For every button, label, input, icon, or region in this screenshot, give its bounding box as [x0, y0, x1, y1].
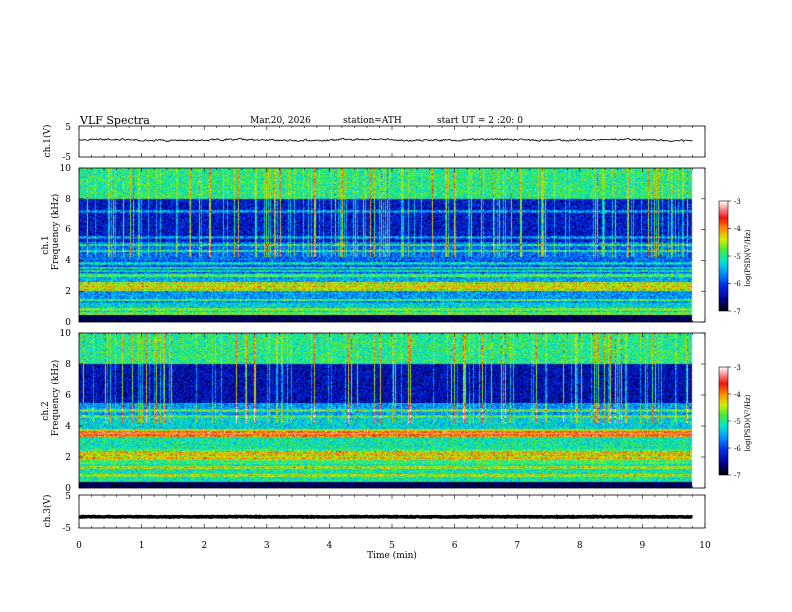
figure-date: Mar.20, 2026	[250, 116, 311, 126]
ch3-waveform-trace	[78, 514, 693, 520]
ch2-ytick-6: 6	[65, 391, 71, 401]
ch3-ytick-bottom: -5	[62, 524, 71, 534]
ch2-spectrogram-image	[79, 333, 705, 488]
time-axis-tick-label-8: 8	[577, 541, 583, 551]
ch2-colorbar-label: log(PSD)(V²/Hz)	[744, 394, 752, 451]
ch1-spectrogram-channel-label: ch.1	[41, 235, 51, 254]
time-axis-tick-label-4: 4	[327, 541, 333, 551]
time-axis-tick-label-10: 10	[699, 541, 711, 551]
ch2-ytick-0: 0	[65, 484, 71, 494]
ch3-waveform-panel: 5 -5 ch.3(V) 0 1 2 3 4 5 6 7 8 9 10 Time (min)	[42, 492, 711, 561]
ch1-ytick-top: 5	[65, 123, 71, 133]
ch1-ytick-4: 4	[65, 256, 71, 266]
time-axis-label: Time (min)	[367, 550, 417, 561]
ch1-spectrogram-image	[79, 168, 705, 322]
ch2-ytick-10: 10	[60, 329, 72, 339]
figure-start-ut: start UT = 2 :20: 0	[437, 116, 523, 126]
ch2-spectrogram-ticks	[78, 332, 706, 489]
ch2-ytick-2: 2	[65, 453, 71, 463]
time-axis-tick-label-5: 5	[389, 541, 395, 551]
ch1-ytick-0: 0	[65, 318, 71, 328]
ch1-colorbar-holder	[719, 201, 728, 311]
ch1-colorbar-tick-m7: -7	[734, 308, 741, 316]
ch2-colorbar-tick-m6: -6	[734, 445, 741, 453]
ch1-colorbar-tick-m5: -5	[734, 253, 741, 261]
ch1-colorbar-tick-m4: -4	[734, 225, 741, 233]
ch3-waveform-ylabel: ch.3(V)	[42, 495, 53, 528]
time-axis-tick-label-1: 1	[139, 541, 145, 551]
ch1-colorbar-tick-m6: -6	[734, 280, 741, 288]
time-axis-tick-label-0: 0	[76, 541, 82, 551]
ch1-colorbar-label: log(PSD)(V²/Hz)	[744, 229, 752, 286]
ch3-waveform-ticks	[78, 495, 706, 528]
ch1-ytick-2: 2	[65, 287, 71, 297]
time-axis-tick-label-7: 7	[514, 541, 520, 551]
ch1-colorbar-tick-m3: -3	[734, 198, 741, 206]
ch2-spectrogram-image-holder	[79, 333, 705, 488]
ch2-colorbar-tick-m4: -4	[734, 391, 741, 399]
ch2-spectrogram-channel-label: ch.2	[41, 401, 51, 420]
ch1-waveform-panel: 5 -5 ch.1(V)	[42, 123, 706, 163]
ch1-colorbar	[719, 201, 728, 311]
ch2-colorbar-tick-m7: -7	[734, 472, 741, 480]
ch1-spectrogram-panel: 0 2 4 6 8 10 ch.1 Frequency (kHz) -3 -4 …	[41, 164, 752, 328]
ch3-ytick-top: 5	[65, 492, 71, 502]
ch1-waveform-ylabel: ch.1(V)	[42, 125, 53, 158]
ch1-ytick-6: 6	[65, 225, 71, 235]
time-axis-tick-label-6: 6	[452, 541, 458, 551]
ch2-ytick-8: 8	[65, 360, 71, 370]
ch2-colorbar-tick-m5: -5	[734, 418, 741, 426]
time-axis-tick-label-3: 3	[264, 541, 270, 551]
figure-station: station=ATH	[343, 116, 402, 126]
ch1-spectrogram-ticks	[78, 167, 706, 323]
ch1-ytick-8: 8	[65, 195, 71, 205]
ch2-spectrogram-panel: 0 2 4 6 8 10 ch.2 Frequency (kHz) -3 -4 …	[41, 329, 752, 494]
ch2-ytick-4: 4	[65, 422, 71, 432]
time-axis-tick-labels: 0 1 2 3 4 5 6 7 8 9 10	[76, 541, 711, 551]
ch2-colorbar	[719, 367, 728, 475]
ch1-waveform-frame	[78, 125, 706, 158]
ch2-spectrogram-ylabel: Frequency (kHz)	[50, 360, 61, 437]
ch3-waveform-frame	[78, 494, 706, 529]
ch1-ytick-10: 10	[60, 164, 72, 174]
ch1-spectrogram-ylabel: Frequency (kHz)	[50, 194, 61, 271]
ch2-colorbar-tick-m3: -3	[734, 364, 741, 372]
ch2-colorbar-holder	[719, 367, 728, 475]
ch1-ytick-bottom: -5	[62, 153, 71, 163]
ch1-colorbar-ticks	[728, 200, 731, 312]
ch2-colorbar-ticks	[728, 366, 731, 476]
ch1-waveform-ticks	[78, 126, 706, 157]
figure-title: VLF Spectra	[79, 114, 150, 127]
time-axis-tick-label-9: 9	[640, 541, 646, 551]
ch1-spectrogram-image-holder	[79, 168, 705, 322]
time-axis-tick-label-2: 2	[201, 541, 207, 551]
ch1-waveform-trace	[78, 137, 693, 143]
